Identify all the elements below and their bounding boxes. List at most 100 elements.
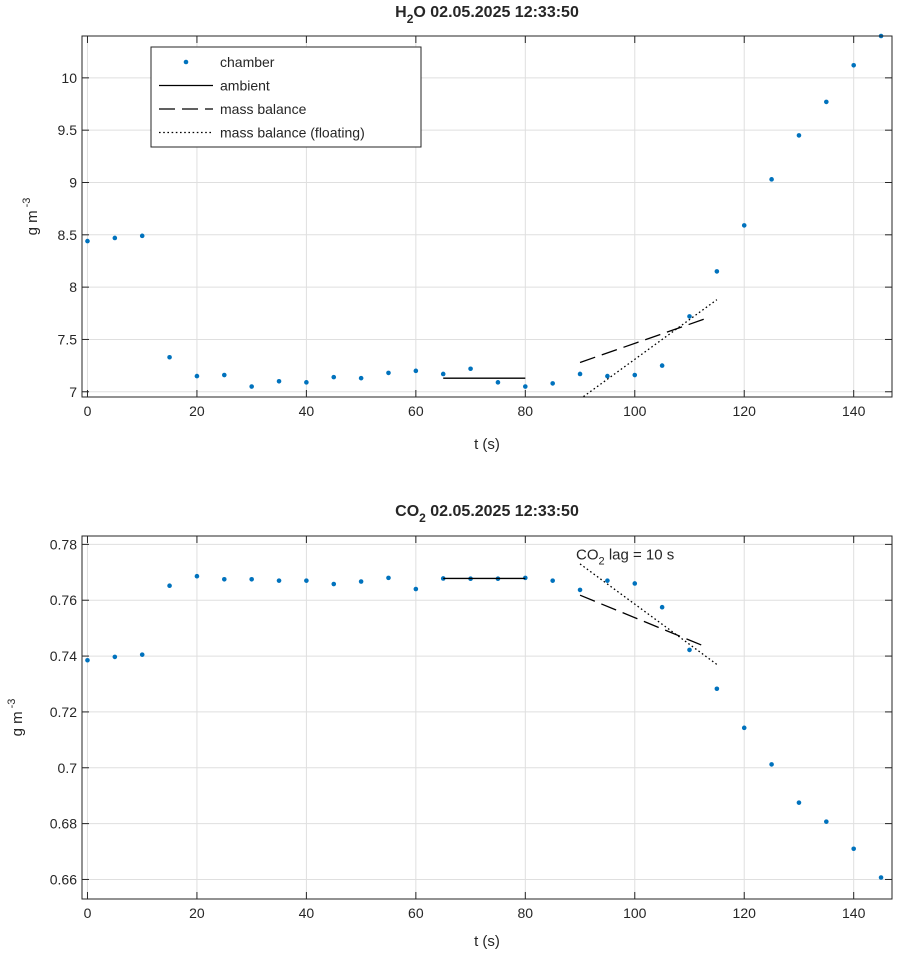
- data-point: [714, 686, 720, 692]
- x-axis-label: t (s): [474, 436, 500, 453]
- x-tick-label: 60: [408, 403, 424, 419]
- data-point: [85, 657, 90, 663]
- data-point: [194, 373, 200, 379]
- data-point: [523, 384, 528, 389]
- data-point: [550, 381, 555, 386]
- data-point: [796, 133, 802, 138]
- y-tick-label: 0.78: [50, 536, 77, 552]
- legend: chamber ambient mass balance mass balance (…: [150, 46, 422, 148]
- data-point: [659, 363, 665, 368]
- plot-data: [85, 563, 884, 880]
- data-point: [358, 579, 364, 584]
- x-tick-label: 40: [299, 403, 315, 419]
- y-tick-label: 8: [69, 279, 77, 295]
- data-point: [495, 380, 501, 385]
- data-point: [386, 370, 391, 376]
- data-point: [331, 374, 337, 380]
- legend-marker-chamber: [183, 59, 189, 65]
- chart-title: CO2 02.05.2025 12:33:50: [395, 503, 579, 525]
- data-point: [194, 573, 200, 579]
- data-point: [304, 578, 309, 583]
- data-point: [386, 575, 391, 581]
- y-tick-label: 0.74: [50, 648, 77, 664]
- data-point: [167, 354, 172, 360]
- x-tick-label: 0: [84, 905, 92, 921]
- data-point: [112, 235, 118, 241]
- data-point: [550, 578, 555, 583]
- plot-area: [82, 536, 892, 899]
- data-point: [249, 384, 254, 389]
- x-tick-label: 140: [842, 905, 866, 921]
- data-point: [687, 314, 692, 319]
- x-tick-label: 20: [189, 905, 205, 921]
- data-point: [632, 372, 638, 378]
- x-tick-label: 120: [733, 905, 757, 921]
- data-point: [358, 375, 364, 381]
- chart-title: H2O 02.05.2025 12:33:50: [395, 4, 579, 26]
- x-tick-label: 20: [189, 403, 205, 419]
- data-point: [139, 652, 145, 657]
- x-tick-label: 100: [623, 403, 647, 419]
- data-point: [249, 576, 254, 582]
- data-point: [769, 762, 774, 767]
- data-point: [440, 371, 446, 377]
- mass-balance-floating-line: [579, 563, 718, 665]
- y-tick-label: 7.5: [58, 331, 78, 347]
- y-tick-label: 0.66: [50, 871, 77, 887]
- y-tick-label: 0.68: [50, 816, 77, 832]
- y-tick-label: 0.7: [58, 760, 78, 776]
- data-point: [769, 177, 774, 182]
- data-point: [221, 576, 227, 582]
- data-point: [221, 372, 227, 378]
- data-point: [139, 233, 145, 239]
- grid: [82, 536, 892, 899]
- x-tick-label: 60: [408, 905, 424, 921]
- y-tick-label: 9: [69, 174, 77, 190]
- data-point: [577, 371, 583, 377]
- data-point: [276, 379, 282, 384]
- data-point: [331, 581, 337, 587]
- x-tick-label: 0: [84, 403, 92, 419]
- lag-annotation: CO2 lag = 10 s: [576, 547, 674, 568]
- legend-label: ambient: [220, 78, 270, 94]
- data-point: [167, 583, 172, 589]
- data-point: [824, 99, 829, 105]
- data-point: [714, 269, 720, 274]
- data-point: [687, 647, 692, 653]
- data-point: [85, 238, 90, 244]
- data-point: [796, 800, 802, 805]
- x-tick-label: 140: [842, 403, 866, 419]
- x-tick-label: 80: [518, 403, 534, 419]
- y-tick-label: 9.5: [58, 122, 78, 138]
- y-tick-label: 0.72: [50, 704, 77, 720]
- data-point: [659, 604, 665, 610]
- mass-balance-floating-line: [581, 299, 718, 397]
- data-point: [741, 223, 747, 228]
- h2o-panel: 0 20 40 60 80 100 120 140 7 7.5 8 8.5 9 9.5 10 H2O 02.0…: [21, 4, 893, 453]
- data-point: [413, 586, 419, 592]
- x-tick-label: 40: [299, 905, 315, 921]
- legend-label: chamber: [220, 54, 275, 70]
- x-axis-label: t (s): [474, 933, 500, 950]
- data-point: [577, 587, 583, 593]
- y-tick-label: 7: [69, 384, 77, 400]
- x-tick-label: 120: [733, 403, 757, 419]
- x-tick-label: 100: [623, 905, 647, 921]
- x-tick-label: 80: [518, 905, 534, 921]
- data-point: [413, 368, 419, 374]
- axes-box: [81, 35, 893, 398]
- data-point: [632, 581, 638, 586]
- data-point: [851, 62, 856, 68]
- data-point: [741, 725, 747, 731]
- y-tick-label: 8.5: [58, 227, 78, 243]
- data-point: [851, 846, 856, 852]
- y-axis-label: g m-3: [6, 699, 26, 737]
- data-point: [276, 578, 282, 583]
- legend-box: [150, 46, 422, 148]
- data-point: [605, 373, 610, 379]
- y-axis-label: g m-3: [21, 198, 41, 236]
- y-tick-label: 10: [61, 70, 77, 86]
- data-point: [878, 875, 884, 880]
- data-point: [605, 578, 610, 583]
